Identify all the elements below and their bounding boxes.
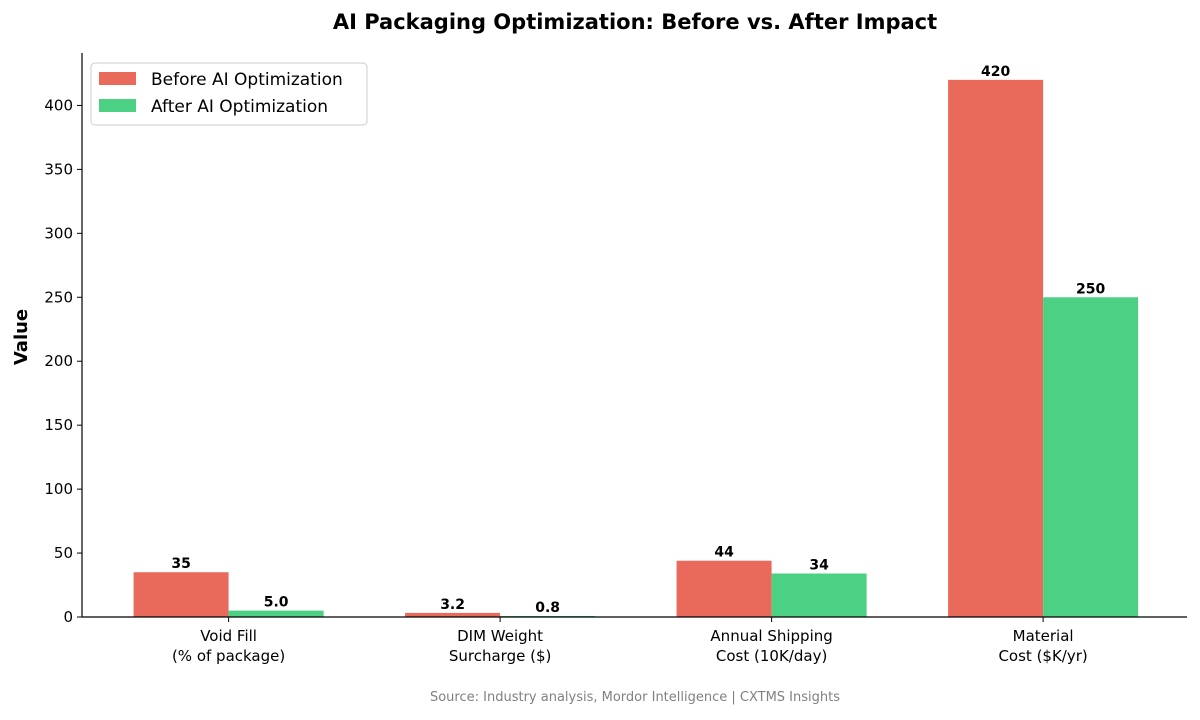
legend-label: Before AI Optimization bbox=[151, 70, 343, 90]
data-label: 420 bbox=[981, 64, 1010, 80]
chart-title: AI Packaging Optimization: Before vs. Af… bbox=[333, 10, 937, 34]
data-label: 250 bbox=[1076, 281, 1105, 297]
bar-after-2 bbox=[771, 573, 867, 617]
legend-label: After AI Optimization bbox=[151, 97, 328, 117]
bar-before-1 bbox=[405, 612, 501, 617]
data-label: 44 bbox=[714, 545, 734, 561]
y-tick-label: 400 bbox=[44, 96, 73, 114]
data-label: 34 bbox=[809, 558, 829, 574]
x-tick-label: DIM Weight Surcharge ($) bbox=[449, 627, 551, 665]
legend: Before AI Optimization After AI Optimizat… bbox=[90, 62, 368, 126]
legend-box bbox=[90, 62, 368, 126]
legend-swatch bbox=[99, 99, 136, 112]
y-tick-label: 100 bbox=[44, 480, 73, 498]
y-tick-label: 150 bbox=[44, 416, 73, 434]
y-tick-label: 300 bbox=[44, 224, 73, 242]
x-tick-label: Material Cost ($K/yr) bbox=[998, 627, 1087, 665]
x-tick-label: Annual Shipping Cost (10K/day) bbox=[710, 627, 832, 665]
y-axis-label: Value bbox=[11, 309, 32, 365]
legend-swatch bbox=[99, 72, 136, 85]
bar-after-0 bbox=[228, 610, 324, 617]
bar-before-0 bbox=[133, 572, 229, 617]
data-label: 0.8 bbox=[535, 600, 560, 616]
footnote: Source: Industry analysis, Mordor Intell… bbox=[430, 690, 840, 705]
y-tick-label: 0 bbox=[63, 608, 73, 626]
data-label: 3.2 bbox=[440, 597, 465, 613]
data-label: 35 bbox=[171, 556, 190, 572]
y-tick-label: 200 bbox=[44, 352, 73, 370]
data-label: 5.0 bbox=[264, 595, 289, 611]
bar-after-3 bbox=[1043, 297, 1139, 617]
y-tick-label: 50 bbox=[54, 544, 73, 562]
y-tick-label: 350 bbox=[44, 160, 73, 178]
bar-before-3 bbox=[948, 79, 1044, 618]
y-tick-label: 250 bbox=[44, 288, 73, 306]
bar-before-2 bbox=[676, 560, 772, 617]
x-tick-label: Void Fill (% of package) bbox=[172, 627, 285, 665]
